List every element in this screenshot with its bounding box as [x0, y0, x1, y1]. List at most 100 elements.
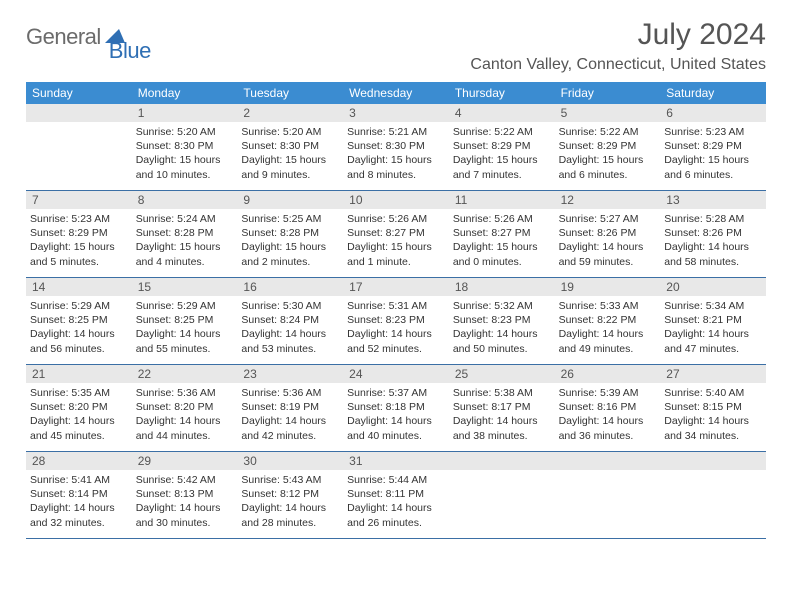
day-cell: [26, 104, 132, 190]
daylight-text: Daylight: 14 hours and 47 minutes.: [664, 327, 762, 355]
day-cell: 3Sunrise: 5:21 AMSunset: 8:30 PMDaylight…: [343, 104, 449, 190]
day-cell: 2Sunrise: 5:20 AMSunset: 8:30 PMDaylight…: [237, 104, 343, 190]
logo-text-general: General: [26, 24, 101, 50]
sunrise-text: Sunrise: 5:24 AM: [136, 212, 234, 226]
day-number: 8: [132, 191, 238, 209]
sunset-text: Sunset: 8:29 PM: [559, 139, 657, 153]
daylight-text: Daylight: 14 hours and 42 minutes.: [241, 414, 339, 442]
sunset-text: Sunset: 8:30 PM: [136, 139, 234, 153]
day-cell: 14Sunrise: 5:29 AMSunset: 8:25 PMDayligh…: [26, 278, 132, 364]
day-cell: 7Sunrise: 5:23 AMSunset: 8:29 PMDaylight…: [26, 191, 132, 277]
sunset-text: Sunset: 8:26 PM: [559, 226, 657, 240]
sunrise-text: Sunrise: 5:28 AM: [664, 212, 762, 226]
sunset-text: Sunset: 8:23 PM: [453, 313, 551, 327]
day-cell: 12Sunrise: 5:27 AMSunset: 8:26 PMDayligh…: [555, 191, 661, 277]
daylight-text: Daylight: 14 hours and 30 minutes.: [136, 501, 234, 529]
day-number: 3: [343, 104, 449, 122]
week-row: 1Sunrise: 5:20 AMSunset: 8:30 PMDaylight…: [26, 104, 766, 191]
day-number: 22: [132, 365, 238, 383]
sunset-text: Sunset: 8:14 PM: [30, 487, 128, 501]
day-cell: 21Sunrise: 5:35 AMSunset: 8:20 PMDayligh…: [26, 365, 132, 451]
sunset-text: Sunset: 8:17 PM: [453, 400, 551, 414]
day-header-tue: Tuesday: [237, 82, 343, 104]
day-cell: [449, 452, 555, 538]
day-number: 28: [26, 452, 132, 470]
week-row: 28 Sunrise: 5:41 AMSunset: 8:14 PM Dayligh…: [26, 452, 766, 539]
sunrise-text: Sunrise: 5:34 AM: [664, 299, 762, 313]
day-number: 1: [132, 104, 238, 122]
day-cell: 27Sunrise: 5:40 AMSunset: 8:15 PMDayligh…: [660, 365, 766, 451]
header: General Blue July 2024 Canton Valley, Co…: [26, 18, 766, 74]
day-cell: 13Sunrise: 5:28 AMSunset: 8:26 PMDayligh…: [660, 191, 766, 277]
sunrise-text: Sunrise: 5:30 AM: [241, 299, 339, 313]
sunrise-text: Sunrise: 5:41 AM: [30, 473, 128, 487]
day-cell: 29Sunrise: 5:42 AMSunset: 8:13 PMDayligh…: [132, 452, 238, 538]
sunrise-text: Sunrise: 5:29 AM: [136, 299, 234, 313]
sunrise-text: Sunrise: 5:31 AM: [347, 299, 445, 313]
daylight-text: Daylight: 15 hours and 9 minutes.: [241, 153, 339, 181]
sunrise-text: Sunrise: 5:29 AM: [30, 299, 128, 313]
day-cell: 25Sunrise: 5:38 AMSunset: 8:17 PMDayligh…: [449, 365, 555, 451]
daylight-text: Daylight: 14 hours and 52 minutes.: [347, 327, 445, 355]
sunrise-text: Sunrise: 5:27 AM: [559, 212, 657, 226]
day-number: [660, 452, 766, 470]
day-cell: 8Sunrise: 5:24 AMSunset: 8:28 PMDaylight…: [132, 191, 238, 277]
sunrise-text: Sunrise: 5:44 AM: [347, 473, 445, 487]
day-cell: 4Sunrise: 5:22 AMSunset: 8:29 PMDaylight…: [449, 104, 555, 190]
day-cell: 20Sunrise: 5:34 AMSunset: 8:21 PMDayligh…: [660, 278, 766, 364]
day-header-wed: Wednesday: [343, 82, 449, 104]
daylight-text: Daylight: 14 hours and 59 minutes.: [559, 240, 657, 268]
sunset-text: Sunset: 8:21 PM: [664, 313, 762, 327]
sunrise-text: Sunrise: 5:26 AM: [347, 212, 445, 226]
day-cell: 18Sunrise: 5:32 AMSunset: 8:23 PMDayligh…: [449, 278, 555, 364]
daylight-text: Daylight: 15 hours and 5 minutes.: [30, 240, 128, 268]
sunrise-text: Sunrise: 5:26 AM: [453, 212, 551, 226]
sunrise-text: Sunrise: 5:32 AM: [453, 299, 551, 313]
sunset-text: Sunset: 8:18 PM: [347, 400, 445, 414]
day-number: 16: [237, 278, 343, 296]
day-number: 13: [660, 191, 766, 209]
sunrise-text: Sunrise: 5:22 AM: [559, 125, 657, 139]
daylight-text: Daylight: 15 hours and 6 minutes.: [664, 153, 762, 181]
sunset-text: Sunset: 8:26 PM: [664, 226, 762, 240]
daylight-text: Daylight: 15 hours and 0 minutes.: [453, 240, 551, 268]
day-number: 2: [237, 104, 343, 122]
day-number: 19: [555, 278, 661, 296]
day-cell: 26Sunrise: 5:39 AMSunset: 8:16 PMDayligh…: [555, 365, 661, 451]
sunrise-text: Sunrise: 5:22 AM: [453, 125, 551, 139]
title-block: July 2024 Canton Valley, Connecticut, Un…: [470, 18, 766, 74]
day-cell: 24Sunrise: 5:37 AMSunset: 8:18 PMDayligh…: [343, 365, 449, 451]
sunset-text: Sunset: 8:13 PM: [136, 487, 234, 501]
daylight-text: Daylight: 15 hours and 2 minutes.: [241, 240, 339, 268]
sunset-text: Sunset: 8:23 PM: [347, 313, 445, 327]
sunrise-text: Sunrise: 5:38 AM: [453, 386, 551, 400]
daylight-text: Daylight: 14 hours and 44 minutes.: [136, 414, 234, 442]
daylight-text: Daylight: 14 hours and 34 minutes.: [664, 414, 762, 442]
daylight-text: Daylight: 14 hours and 26 minutes.: [347, 501, 445, 529]
day-number: 23: [237, 365, 343, 383]
day-number: 4: [449, 104, 555, 122]
day-number: [449, 452, 555, 470]
sunrise-text: Sunrise: 5:35 AM: [30, 386, 128, 400]
day-cell: 10Sunrise: 5:26 AMSunset: 8:27 PMDayligh…: [343, 191, 449, 277]
daylight-text: Daylight: 15 hours and 10 minutes.: [136, 153, 234, 181]
sunset-text: Sunset: 8:30 PM: [347, 139, 445, 153]
daylight-text: Daylight: 14 hours and 56 minutes.: [30, 327, 128, 355]
day-header-fri: Friday: [555, 82, 661, 104]
week-row: 14Sunrise: 5:29 AMSunset: 8:25 PMDayligh…: [26, 278, 766, 365]
daylight-text: Daylight: 14 hours and 38 minutes.: [453, 414, 551, 442]
daylight-text: Daylight: 14 hours and 36 minutes.: [559, 414, 657, 442]
sunset-text: Sunset: 8:19 PM: [241, 400, 339, 414]
sunset-text: Sunset: 8:25 PM: [136, 313, 234, 327]
sunset-text: Sunset: 8:28 PM: [241, 226, 339, 240]
sunrise-text: Sunrise: 5:21 AM: [347, 125, 445, 139]
day-cell: 1Sunrise: 5:20 AMSunset: 8:30 PMDaylight…: [132, 104, 238, 190]
day-cell: 22 Sunrise: 5:36 AMSunset: 8:20 PMDayligh…: [132, 365, 238, 451]
sunrise-text: Sunrise: 5:36 AM: [136, 386, 234, 400]
location-text: Canton Valley, Connecticut, United State…: [470, 56, 766, 74]
sunset-text: Sunset: 8:20 PM: [136, 400, 234, 414]
sunset-text: Sunset: 8:16 PM: [559, 400, 657, 414]
sunrise-text: Sunrise: 5:25 AM: [241, 212, 339, 226]
day-number: [26, 104, 132, 122]
daylight-text: Daylight: 14 hours and 28 minutes.: [241, 501, 339, 529]
